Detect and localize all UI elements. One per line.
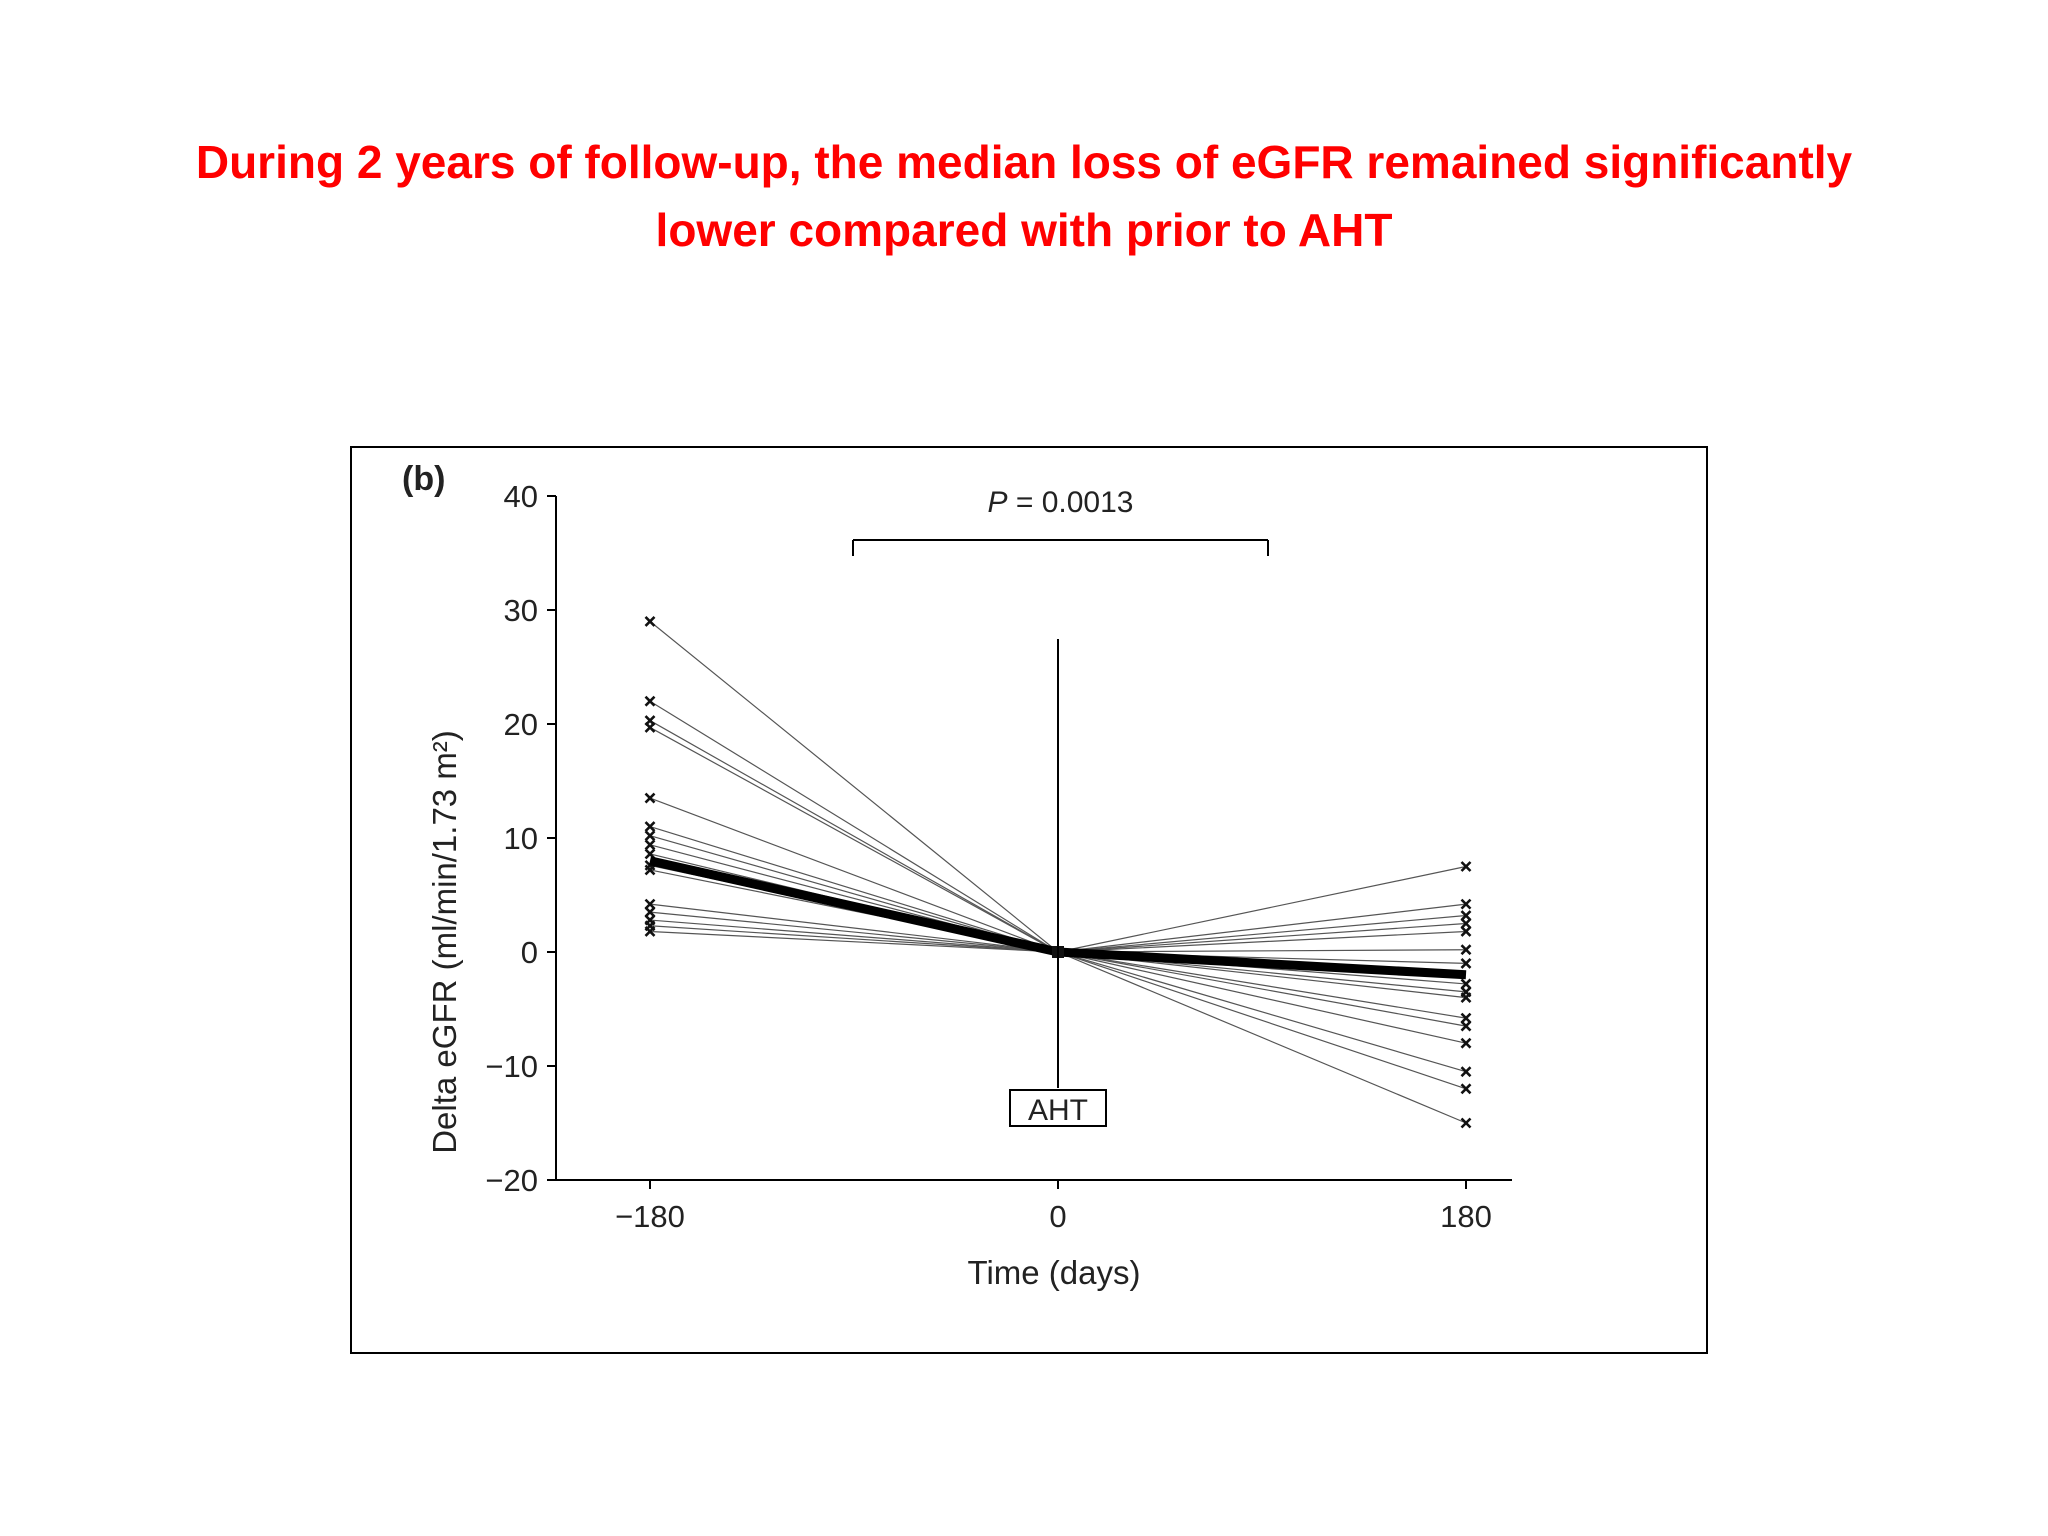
series-point-14-end-stroke-b bbox=[1460, 898, 1472, 910]
series-point-9-end-stroke-b bbox=[1460, 957, 1472, 969]
series-point-7-end-stroke-b bbox=[1460, 986, 1472, 998]
series-point-7-start bbox=[644, 839, 656, 851]
series-point-2-end bbox=[1460, 1066, 1472, 1078]
x-tick-label-0: −180 bbox=[615, 1199, 685, 1234]
series-point-1-start-stroke-b bbox=[644, 695, 656, 707]
series-point-2-end-stroke-b bbox=[1460, 1066, 1472, 1078]
y-tick-label-4: 0 bbox=[521, 935, 538, 970]
series-point-10-start bbox=[644, 864, 656, 876]
pvalue-label: P = 0.0013 bbox=[988, 486, 1134, 519]
series-point-3-end bbox=[1460, 1037, 1472, 1049]
series-point-8-end-stroke-b bbox=[1460, 978, 1472, 990]
series-point-0-end-stroke-b bbox=[1460, 1117, 1472, 1129]
series-point-3-start-stroke-b bbox=[644, 722, 656, 733]
series-point-1-end bbox=[1460, 1083, 1472, 1095]
y-tick-label-2: 20 bbox=[504, 707, 538, 742]
figure-frame: (b) 40 30 20 10 0 −10 −20 −180 0 180 AHT P = 0.001… bbox=[350, 446, 1708, 1354]
annotation-layer: AHT P = 0.0013 bbox=[852, 486, 1269, 1127]
series-point-1-end-stroke-b bbox=[1460, 1083, 1472, 1095]
series-point-13-end bbox=[1460, 910, 1472, 921]
series-point-8-start-stroke-b bbox=[644, 848, 656, 860]
y-tick-label-6: −20 bbox=[485, 1163, 538, 1198]
y-tick-label-3: 10 bbox=[504, 821, 538, 856]
series-point-15-end bbox=[1460, 861, 1472, 872]
slide-title-line-2: lower compared with prior to AHT bbox=[655, 204, 1393, 256]
x-tick-label-2: 180 bbox=[1440, 1199, 1492, 1234]
series-point-12-end-stroke-b bbox=[1460, 918, 1472, 929]
series-point-12-start-stroke-b bbox=[644, 906, 656, 918]
series-point-7-end bbox=[1460, 986, 1472, 998]
series-point-9-end bbox=[1460, 957, 1472, 969]
series-point-15-end-stroke-b bbox=[1460, 861, 1472, 872]
series-point-5-start bbox=[644, 821, 656, 833]
y-tick-label-0: 40 bbox=[504, 479, 538, 514]
series-point-6-start bbox=[644, 830, 656, 842]
series-point-0-end bbox=[1460, 1117, 1472, 1129]
aht-label: AHT bbox=[1028, 1094, 1088, 1127]
pvalue-symbol: P bbox=[988, 486, 1008, 519]
series-point-14-end bbox=[1460, 898, 1472, 910]
x-tick-label-1: 0 bbox=[1049, 1199, 1066, 1234]
y-axis-label: Delta eGFR (ml/min/1.73 m²) bbox=[426, 730, 463, 1154]
series-point-0-start bbox=[644, 615, 656, 627]
series-point-15-start-stroke-b bbox=[644, 926, 656, 937]
series-point-11-end-stroke-b bbox=[1460, 926, 1472, 937]
series-point-8-end bbox=[1460, 978, 1472, 990]
pvalue-number: = 0.0013 bbox=[1008, 486, 1134, 519]
series-point-15-start bbox=[644, 926, 656, 937]
series-point-1-start bbox=[644, 695, 656, 707]
series-point-5-end bbox=[1460, 1012, 1472, 1024]
slide-title-line-1: During 2 years of follow-up, the median … bbox=[195, 136, 1853, 188]
series-point-5-start-stroke-b bbox=[644, 821, 656, 833]
series-point-10-end bbox=[1460, 944, 1472, 956]
series-point-4-end-stroke-b bbox=[1460, 1020, 1472, 1032]
panel-label: (b) bbox=[402, 460, 445, 498]
series-point-10-start-stroke-b bbox=[644, 864, 656, 876]
series-point-3-start bbox=[644, 722, 656, 733]
series-point-12-end bbox=[1460, 918, 1472, 929]
series-point-4-end bbox=[1460, 1020, 1472, 1032]
series-point-4-start-stroke-b bbox=[644, 792, 656, 804]
series-point-11-start bbox=[644, 898, 656, 910]
axes-layer: 40 30 20 10 0 −10 −20 −180 0 180 bbox=[485, 479, 1512, 1234]
series-point-7-start-stroke-b bbox=[644, 839, 656, 851]
series-point-3-end-stroke-b bbox=[1460, 1037, 1472, 1049]
series-point-6-start-stroke-b bbox=[644, 830, 656, 842]
series-point-11-end bbox=[1460, 926, 1472, 937]
slide-title: During 2 years of follow-up, the median … bbox=[60, 128, 1988, 264]
series-point-4-start bbox=[644, 792, 656, 804]
series-point-11-start-stroke-b bbox=[644, 898, 656, 910]
y-tick-label-5: −10 bbox=[485, 1049, 538, 1084]
series-point-10-end-stroke-b bbox=[1460, 944, 1472, 956]
series-point-12-start bbox=[644, 906, 656, 918]
x-axis-label: Time (days) bbox=[968, 1254, 1141, 1291]
y-tick-label-1: 30 bbox=[504, 593, 538, 628]
series-point-13-end-stroke-b bbox=[1460, 910, 1472, 921]
aht-label-box bbox=[1009, 1089, 1107, 1127]
series-point-5-end-stroke-b bbox=[1460, 1012, 1472, 1024]
egfr-chart: (b) 40 30 20 10 0 −10 −20 −180 0 180 AHT P = 0.001… bbox=[402, 460, 1512, 1291]
series-point-0-start-stroke-b bbox=[644, 615, 656, 627]
